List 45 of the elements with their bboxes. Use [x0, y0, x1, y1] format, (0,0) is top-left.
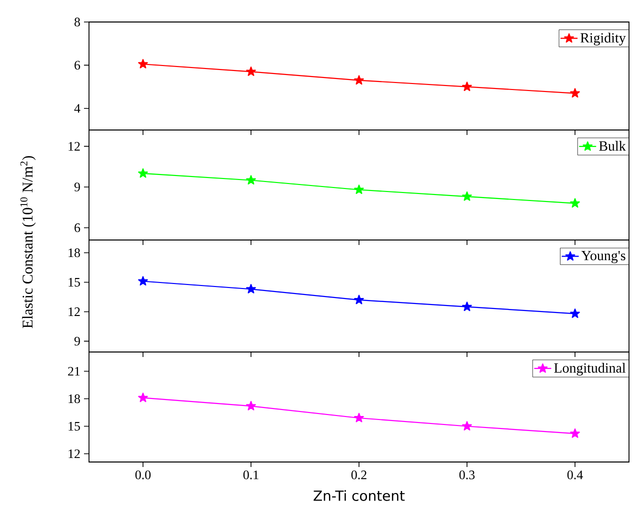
point — [246, 66, 256, 76]
x-tick-label: 0.1 — [243, 470, 258, 480]
y-tick-label: 4 — [74, 104, 80, 113]
point — [138, 58, 148, 68]
point — [354, 184, 364, 194]
y-tick-label: 6 — [74, 223, 80, 232]
y-tick-label: 15 — [68, 422, 80, 431]
point — [138, 276, 148, 286]
legend-label: Longitudinal — [554, 362, 626, 376]
point — [354, 412, 364, 422]
point — [354, 294, 364, 304]
x-axis-title: Zn-Ti content — [314, 490, 405, 501]
y-tick-label: 9 — [74, 182, 80, 192]
point — [138, 168, 148, 178]
y-tick-label: 18 — [68, 394, 80, 404]
point — [570, 88, 580, 98]
y-tick-label: 15 — [68, 278, 80, 287]
x-tick-label: 0.3 — [459, 470, 475, 480]
y-tick-label: 9 — [74, 336, 80, 346]
y-tick-label: 18 — [68, 248, 80, 258]
point — [570, 198, 580, 208]
x-tick-label: 0.2 — [351, 470, 366, 480]
point — [462, 421, 472, 431]
y-tick-label: 12 — [68, 307, 80, 316]
point — [354, 75, 364, 85]
point — [138, 392, 148, 402]
legend-label: Rigidity — [580, 32, 626, 46]
x-tick-label: 0.0 — [135, 470, 151, 480]
legend-label: Bulk — [599, 140, 626, 151]
legend-label: Young's — [581, 251, 626, 264]
point — [246, 284, 256, 294]
point — [570, 428, 580, 438]
point — [462, 302, 472, 312]
point — [462, 191, 472, 201]
y-tick-label: 6 — [74, 60, 80, 70]
y-axis-title: Elastic Constant (10$^{10}$ N/m$^{2}$) — [20, 156, 36, 328]
y-tick-label: 12 — [68, 142, 80, 151]
point — [246, 175, 256, 185]
point — [570, 308, 580, 318]
y-tick-label: 21 — [68, 366, 80, 376]
x-tick-label: 0.4 — [567, 470, 583, 480]
point — [462, 82, 472, 92]
point — [246, 400, 256, 410]
y-tick-label: 8 — [74, 18, 80, 26]
y-tick-label: 12 — [68, 449, 80, 458]
